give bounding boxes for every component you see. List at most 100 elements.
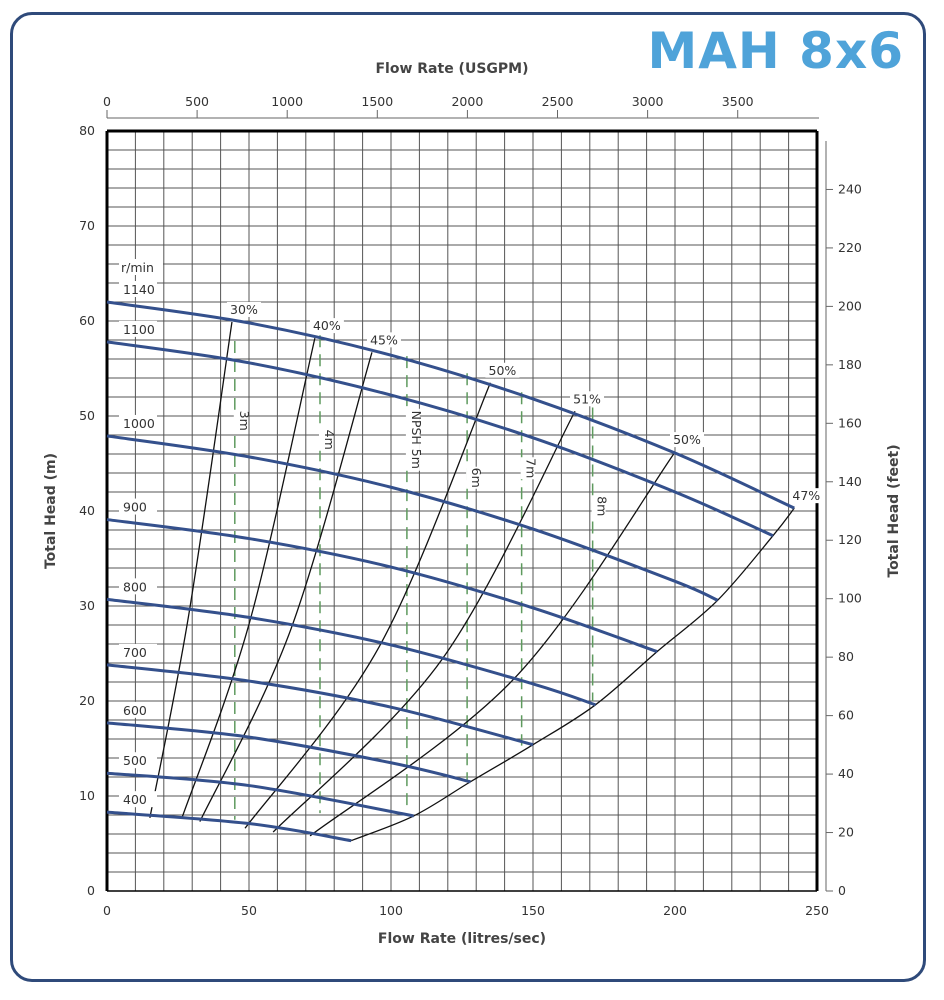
npsh-label-background xyxy=(466,466,481,489)
efficiency-label: 45% xyxy=(370,332,398,347)
right-axis-tick-label: 160 xyxy=(838,415,862,430)
y-tick-label: 40 xyxy=(79,503,95,518)
speed-curve xyxy=(106,434,719,602)
x-tick-label: 100 xyxy=(379,903,403,918)
right-axis-tick-label: 80 xyxy=(838,649,854,664)
x-tick-label: 250 xyxy=(805,903,829,918)
right-axis-tick-label: 20 xyxy=(838,825,854,840)
npsh-label-background xyxy=(233,409,248,432)
right-axis-tick-label: 200 xyxy=(838,298,862,313)
speed-label: 500 xyxy=(123,753,147,768)
speed-label: 800 xyxy=(123,579,147,594)
efficiency-label: 30% xyxy=(230,302,258,317)
speed-label-background xyxy=(119,414,157,431)
y-axis-label: Total Head (m) xyxy=(43,453,59,569)
speed-label-background xyxy=(119,643,157,660)
right-axis-tick-label: 240 xyxy=(838,181,862,196)
npsh-label-background xyxy=(405,408,420,471)
speed-label-background xyxy=(119,498,157,515)
efficiency-label: 50% xyxy=(489,363,517,378)
speed-label-background xyxy=(119,752,157,769)
speed-label: 700 xyxy=(123,645,147,660)
chart-border xyxy=(10,12,926,982)
efficiency-curve xyxy=(244,382,491,829)
right-axis-tick-label: 180 xyxy=(838,357,862,372)
npsh-label-background xyxy=(319,428,333,451)
top-axis-tick-label: 2500 xyxy=(542,94,574,109)
top-axis-tick-label: 3000 xyxy=(632,94,664,109)
right-axis-tick-label: 120 xyxy=(838,532,862,547)
x-axis-label: Flow Rate (litres/sec) xyxy=(378,931,546,947)
speed-curve xyxy=(106,300,795,510)
npsh-label-background xyxy=(591,495,606,518)
speed-label: 600 xyxy=(123,703,147,718)
speed-label-background xyxy=(119,578,157,595)
npsh-label: 7m xyxy=(524,458,539,478)
efficiency-curve xyxy=(181,337,316,819)
speed-curve xyxy=(106,771,414,818)
right-axis-tick-label: 220 xyxy=(838,240,862,255)
speed-label-background xyxy=(119,281,157,297)
speed-curve xyxy=(106,721,471,784)
npsh-label-background xyxy=(520,457,535,480)
x-tick-label: 50 xyxy=(241,903,257,918)
chart-title: MAH 8x6 xyxy=(647,22,904,80)
efficiency-label: 51% xyxy=(573,391,601,406)
y-tick-label: 20 xyxy=(79,693,95,708)
efficiency-label-background xyxy=(226,301,261,317)
npsh-label: 6m xyxy=(469,468,484,488)
speed-label: 1000 xyxy=(123,416,155,431)
right-axis-tick-label: 100 xyxy=(838,591,862,606)
top-axis-tick-label: 1000 xyxy=(271,94,303,109)
speed-unit-label-background xyxy=(119,259,163,275)
right-axis-tick-label: 40 xyxy=(838,766,854,781)
top-axis-tick-label: 1500 xyxy=(361,94,393,109)
efficiency-label-background xyxy=(670,432,704,448)
efficiency-label: 47% xyxy=(792,488,820,503)
speed-label-background xyxy=(119,791,157,808)
npsh-label: 4m xyxy=(322,430,337,450)
speed-label-background xyxy=(119,701,157,718)
speed-unit-label: r/min xyxy=(121,260,154,275)
npsh-label: 3m xyxy=(237,411,252,431)
efficiency-label: 50% xyxy=(673,432,701,447)
y-tick-label: 50 xyxy=(79,408,95,423)
speed-label: 900 xyxy=(123,500,147,515)
right-axis-label: Total Head (feet) xyxy=(886,444,902,577)
npsh-label: NPSH 5m xyxy=(409,411,424,469)
right-axis-tick-label: 60 xyxy=(838,708,854,723)
speed-curve xyxy=(106,597,596,707)
x-tick-label: 200 xyxy=(663,903,687,918)
speed-curve xyxy=(106,810,352,843)
speed-curve xyxy=(106,663,534,747)
speed-curve xyxy=(106,518,658,654)
efficiency-label-background xyxy=(789,488,824,504)
y-tick-label: 60 xyxy=(79,313,95,328)
y-tick-label: 10 xyxy=(79,788,95,803)
y-tick-label: 80 xyxy=(79,123,95,138)
speed-label: 1100 xyxy=(123,322,155,337)
top-axis-tick-label: 2000 xyxy=(451,94,483,109)
speed-label: 400 xyxy=(123,792,147,807)
y-tick-label: 70 xyxy=(79,218,95,233)
efficiency-label-background xyxy=(366,332,401,348)
x-tick-label: 0 xyxy=(103,903,111,918)
y-tick-label: 0 xyxy=(87,883,95,898)
efficiency-label-background xyxy=(309,318,344,334)
y-tick-label: 30 xyxy=(79,598,95,613)
top-axis-tick-label: 0 xyxy=(103,94,111,109)
efficiency-curve xyxy=(199,352,373,822)
efficiency-label-background xyxy=(485,362,520,378)
right-axis-tick-label: 140 xyxy=(838,474,862,489)
efficiency-label-background xyxy=(570,391,605,407)
efficiency-curve xyxy=(149,321,233,818)
speed-curve xyxy=(106,340,774,538)
speed-label: 1140 xyxy=(123,282,155,297)
npsh-label: 8m xyxy=(595,496,610,516)
top-axis-tick-label: 3500 xyxy=(722,94,754,109)
x-tick-label: 150 xyxy=(521,903,545,918)
efficiency-curve xyxy=(351,507,795,842)
right-axis-tick-label: 0 xyxy=(838,883,846,898)
speed-label-background xyxy=(119,320,157,337)
